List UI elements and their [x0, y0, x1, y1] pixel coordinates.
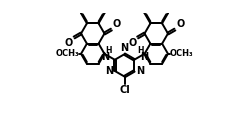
Text: O: O [113, 19, 121, 29]
Text: H: H [105, 46, 112, 55]
Text: O: O [176, 19, 184, 29]
Text: O: O [128, 38, 136, 48]
Text: N: N [121, 43, 128, 53]
Text: N: N [136, 66, 144, 76]
Text: O: O [65, 38, 73, 48]
Text: Cl: Cl [119, 85, 130, 95]
Text: N: N [140, 52, 148, 62]
Text: OCH₃: OCH₃ [56, 49, 79, 58]
Text: H: H [137, 46, 144, 55]
Text: OCH₃: OCH₃ [170, 49, 193, 58]
Text: N: N [101, 52, 109, 62]
Text: N: N [105, 66, 113, 76]
